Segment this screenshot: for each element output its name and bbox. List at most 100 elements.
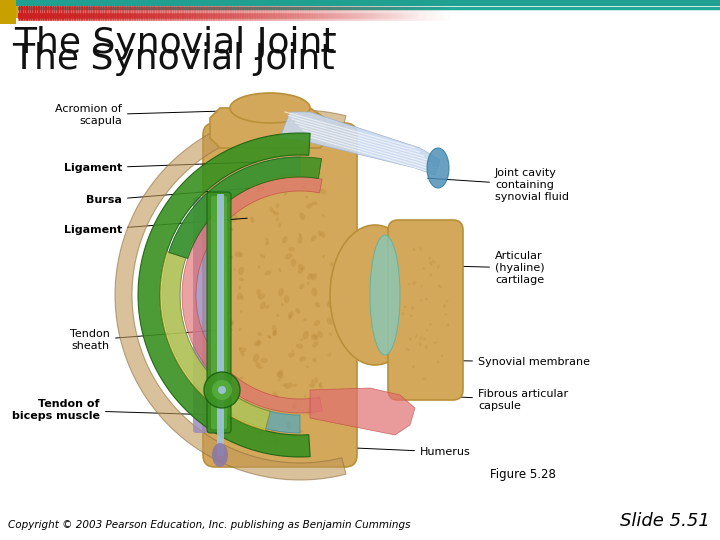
Ellipse shape [265,238,269,241]
Text: Copyright © 2003 Pearson Education, Inc. publishing as Benjamin Cummings: Copyright © 2003 Pearson Education, Inc.… [8,520,410,530]
Ellipse shape [225,309,231,314]
Ellipse shape [230,93,310,123]
Ellipse shape [265,241,269,246]
FancyBboxPatch shape [0,0,720,6]
Ellipse shape [291,259,297,267]
Ellipse shape [327,300,332,307]
Ellipse shape [239,347,241,350]
Ellipse shape [276,370,284,377]
Text: Acromion of
scapula: Acromion of scapula [55,104,255,126]
Ellipse shape [309,384,312,387]
Ellipse shape [438,285,441,288]
Text: Humerus: Humerus [358,447,471,457]
Ellipse shape [320,188,326,194]
Ellipse shape [426,329,428,332]
Ellipse shape [330,277,333,282]
Ellipse shape [330,274,335,279]
Ellipse shape [272,330,277,336]
Ellipse shape [280,178,284,181]
Ellipse shape [292,349,294,353]
Ellipse shape [227,268,232,273]
Ellipse shape [318,331,323,338]
Polygon shape [138,133,310,457]
Ellipse shape [228,255,231,258]
Ellipse shape [312,334,318,339]
Polygon shape [182,177,322,413]
Ellipse shape [327,353,332,356]
Ellipse shape [227,274,230,278]
Ellipse shape [286,422,291,430]
Ellipse shape [225,278,230,284]
Ellipse shape [256,412,259,416]
Ellipse shape [419,336,423,340]
Ellipse shape [288,314,292,320]
Ellipse shape [311,235,317,241]
Ellipse shape [314,320,320,326]
Ellipse shape [412,366,415,368]
Ellipse shape [420,300,422,301]
Ellipse shape [429,323,432,326]
Ellipse shape [212,443,228,467]
Ellipse shape [299,284,305,289]
Ellipse shape [257,332,262,336]
Ellipse shape [265,438,272,443]
Ellipse shape [277,379,280,382]
Ellipse shape [300,339,303,341]
Ellipse shape [231,322,235,325]
Ellipse shape [256,341,261,346]
Ellipse shape [241,405,245,410]
Ellipse shape [229,319,234,326]
Ellipse shape [312,201,318,205]
Ellipse shape [322,214,325,217]
Ellipse shape [327,318,333,325]
Ellipse shape [240,309,243,313]
Ellipse shape [314,377,318,383]
FancyBboxPatch shape [0,0,18,18]
Ellipse shape [265,270,271,275]
Ellipse shape [300,152,305,156]
Ellipse shape [309,273,315,278]
Ellipse shape [423,338,426,340]
Ellipse shape [258,266,261,269]
Ellipse shape [239,328,242,331]
Ellipse shape [244,416,247,418]
Ellipse shape [425,346,428,349]
Ellipse shape [269,336,271,339]
Polygon shape [162,157,300,433]
Ellipse shape [322,255,325,259]
Ellipse shape [240,295,244,300]
Ellipse shape [297,267,304,274]
Text: The Synovial Joint: The Synovial Joint [14,26,337,60]
Circle shape [218,386,226,394]
Ellipse shape [228,255,234,259]
Ellipse shape [312,287,318,296]
Ellipse shape [278,372,283,380]
Ellipse shape [271,148,279,154]
Ellipse shape [370,235,400,355]
Polygon shape [168,157,322,259]
Ellipse shape [256,426,262,434]
FancyBboxPatch shape [388,220,463,400]
Ellipse shape [305,366,309,368]
Circle shape [212,380,232,400]
Ellipse shape [238,266,244,275]
Ellipse shape [299,430,304,433]
Ellipse shape [250,217,254,223]
Ellipse shape [281,302,284,306]
Polygon shape [280,112,440,175]
Ellipse shape [289,247,295,251]
Text: Joint cavity
containing
synovial fluid: Joint cavity containing synovial fluid [428,168,569,201]
Ellipse shape [419,247,422,251]
Ellipse shape [239,347,246,353]
Ellipse shape [288,353,295,357]
Ellipse shape [267,335,271,339]
Ellipse shape [272,325,276,332]
Ellipse shape [307,281,310,286]
Ellipse shape [260,302,266,309]
Ellipse shape [437,265,440,268]
Ellipse shape [254,340,261,346]
Ellipse shape [318,231,322,237]
Ellipse shape [292,384,297,387]
Circle shape [204,372,240,408]
Ellipse shape [402,312,404,315]
